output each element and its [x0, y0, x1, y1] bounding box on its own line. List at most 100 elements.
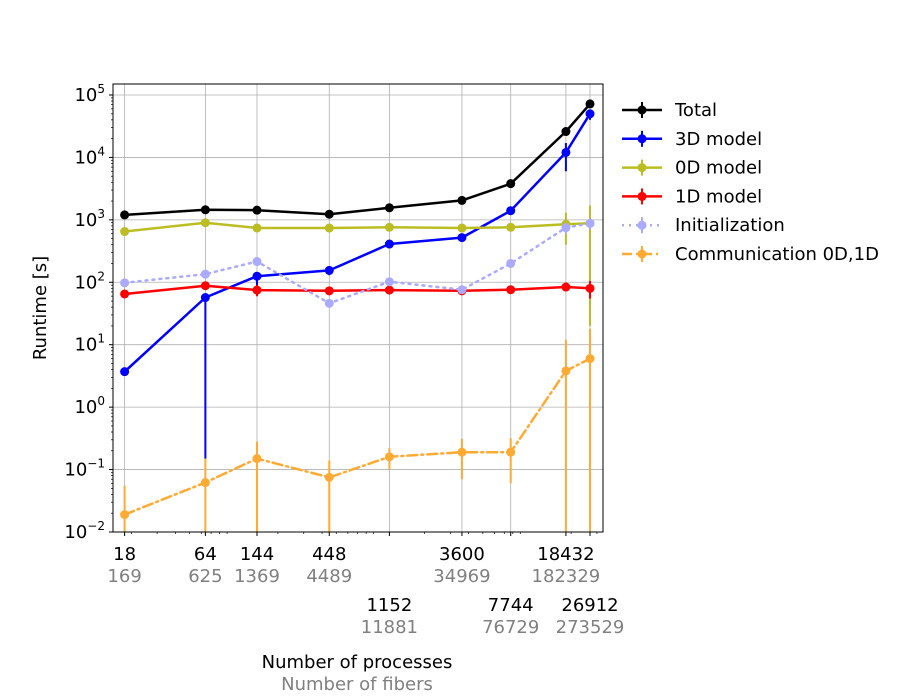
y-tick-label: 101	[74, 332, 105, 356]
legend-marker	[637, 134, 647, 144]
data-point	[252, 223, 262, 233]
data-point	[120, 510, 130, 520]
data-point	[585, 218, 595, 228]
data-point	[200, 269, 210, 279]
x-tick-label-fibers: 34969	[433, 566, 490, 587]
data-point	[252, 257, 262, 267]
data-point	[384, 277, 394, 287]
legend-label: 0D model	[675, 158, 762, 179]
data-point	[120, 289, 130, 299]
data-point	[252, 205, 262, 215]
data-point	[252, 454, 262, 464]
data-point	[585, 99, 595, 109]
data-point	[120, 210, 130, 220]
legend: Total 3D model 0D model 1D model Initializat…	[622, 100, 879, 265]
x-tick-label-processes: 1152	[366, 595, 412, 616]
data-point	[506, 222, 516, 232]
data-point	[457, 285, 467, 295]
data-point	[200, 293, 210, 303]
data-point	[200, 205, 210, 215]
data-point	[384, 285, 394, 295]
y-axis-label: Runtime [s]	[30, 256, 51, 360]
data-point	[457, 195, 467, 205]
legend-item: Communication 0D,1D	[622, 244, 879, 265]
legend-item: 0D model	[622, 158, 762, 179]
x-tick-label-fibers: 169	[107, 566, 141, 587]
data-point	[561, 223, 571, 233]
x-tick-label-fibers: 1369	[234, 566, 280, 587]
legend-marker	[637, 249, 647, 259]
y-tick-label: 100	[74, 394, 105, 418]
x-axis-secondary-label: Number of fibers	[281, 674, 433, 695]
y-tick-label: 103	[74, 207, 105, 231]
data-point	[457, 233, 467, 243]
data-point	[324, 472, 334, 482]
data-point	[561, 282, 571, 292]
data-point	[384, 222, 394, 232]
series-total	[120, 99, 595, 220]
series-3d-model	[120, 109, 595, 459]
legend-marker	[637, 191, 647, 201]
data-point	[200, 281, 210, 291]
data-point	[506, 285, 516, 295]
legend-item: 3D model	[622, 129, 762, 150]
data-point	[324, 265, 334, 275]
legend-marker	[637, 163, 647, 173]
data-point	[200, 478, 210, 488]
data-point	[506, 179, 516, 189]
legend-item: 1D model	[622, 186, 762, 207]
x-tick-label-fibers: 76729	[482, 617, 539, 638]
legend-label: 1D model	[675, 186, 762, 207]
legend-marker	[637, 220, 647, 230]
x-tick-label-fibers: 11881	[361, 617, 418, 638]
data-point	[457, 447, 467, 457]
data-point	[200, 218, 210, 228]
x-tick-label-fibers: 625	[188, 566, 222, 587]
data-point	[585, 283, 595, 293]
series-layer	[120, 99, 595, 532]
data-point	[324, 209, 334, 219]
data-point	[384, 239, 394, 249]
data-point	[252, 271, 262, 281]
legend-item: Total	[622, 100, 717, 121]
data-point	[585, 109, 595, 119]
series-initialization	[120, 218, 595, 308]
data-point	[324, 223, 334, 233]
data-point	[252, 285, 262, 295]
y-tick-label: 105	[74, 82, 105, 106]
legend-label: 3D model	[675, 129, 762, 150]
legend-label: Total	[674, 100, 717, 121]
x-tick-label-processes: 18	[113, 544, 136, 565]
legend-marker	[637, 105, 647, 115]
series-communication-0d-1d	[120, 328, 595, 532]
y-tick-label: 10−2	[64, 519, 105, 543]
data-point	[120, 367, 130, 377]
x-tick-label-processes: 3600	[439, 544, 485, 565]
legend-label: Initialization	[675, 215, 785, 236]
data-point	[506, 258, 516, 268]
x-tick-label-processes: 26912	[561, 595, 618, 616]
data-point	[324, 298, 334, 308]
data-point	[561, 366, 571, 376]
x-tick-label-processes: 18432	[537, 544, 594, 565]
x-tick-label-processes: 64	[194, 544, 217, 565]
x-tick-label-fibers: 182329	[532, 566, 601, 587]
data-point	[585, 354, 595, 364]
x-tick-label-fibers: 273529	[556, 617, 625, 638]
x-tick-label-fibers: 4489	[306, 566, 352, 587]
data-point	[506, 206, 516, 216]
x-tick-label-processes: 448	[312, 544, 346, 565]
data-point	[120, 278, 130, 288]
data-point	[561, 147, 571, 157]
data-point	[120, 227, 130, 237]
x-tick-label-processes: 144	[240, 544, 274, 565]
data-point	[561, 127, 571, 137]
legend-item: Initialization	[622, 215, 785, 236]
data-point	[384, 452, 394, 462]
data-point	[384, 203, 394, 213]
y-tick-label: 104	[74, 144, 105, 168]
data-point	[457, 223, 467, 233]
x-axis-label: Number of processes	[262, 652, 453, 673]
